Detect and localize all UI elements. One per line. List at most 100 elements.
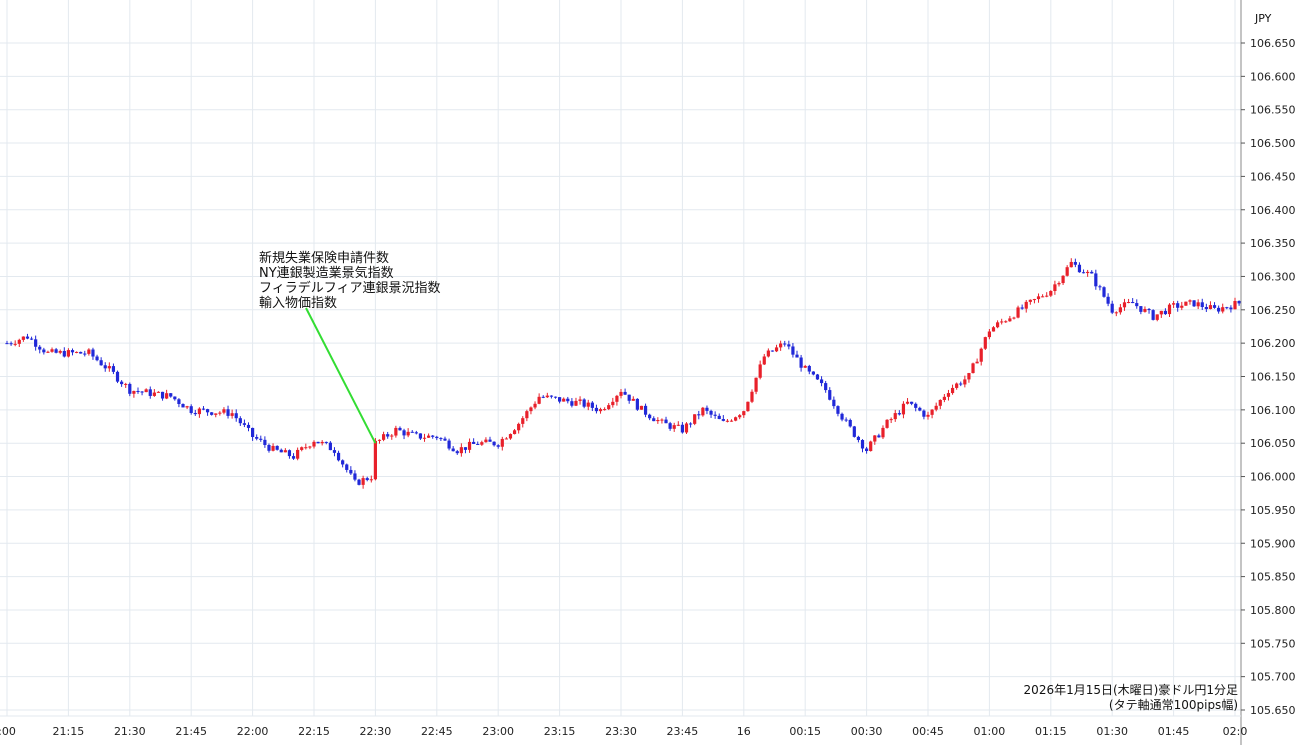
candle-body [394, 427, 398, 436]
candle-body [1053, 284, 1057, 291]
candle-body [688, 423, 693, 425]
candle [1061, 275, 1065, 285]
candle [688, 422, 693, 428]
candle-body [476, 443, 480, 445]
candle-body [115, 371, 120, 382]
candle [578, 396, 582, 405]
candle-body [828, 390, 832, 400]
candle [545, 392, 549, 399]
candle-body [603, 409, 607, 411]
candle-body [1172, 303, 1176, 305]
x-tick-label: 00:15 [789, 725, 821, 738]
candle [721, 415, 725, 422]
candle [934, 402, 938, 412]
candle [300, 446, 304, 452]
candle-body [1192, 300, 1196, 307]
candle [251, 427, 255, 441]
candle-body [410, 431, 414, 433]
candle-body [328, 442, 332, 451]
candle-body [144, 389, 148, 393]
candle-body [738, 415, 742, 418]
candle [120, 380, 124, 387]
candle-body [533, 403, 537, 408]
candle-body [308, 446, 312, 448]
candle [431, 434, 435, 439]
candle-body [799, 357, 803, 368]
candle-body [873, 435, 877, 442]
candle [140, 391, 144, 396]
annotation: 新規失業保険申請件数 NY連銀製造業景気指数フィラデルフィア連銀景況指数輸入物価指… [259, 250, 440, 444]
candle-body [296, 449, 300, 459]
candle [1200, 298, 1204, 310]
candle-body [901, 403, 906, 415]
candle-body [238, 418, 242, 424]
candle-body [791, 346, 795, 355]
candle-body [1012, 317, 1016, 319]
candle [103, 362, 107, 372]
candle [38, 344, 42, 354]
candle-body [439, 438, 443, 440]
candle-body [885, 419, 889, 428]
candle-body [1159, 310, 1163, 315]
candle [1024, 299, 1028, 313]
y-tick-label: 106.150 [1250, 371, 1296, 384]
candle-body [1106, 296, 1110, 304]
candle-body [750, 391, 754, 402]
candle [484, 437, 488, 443]
candle-body [1102, 287, 1106, 297]
candle-body [1217, 307, 1221, 312]
candle [287, 449, 292, 459]
candle-body [181, 404, 185, 408]
candle-body [205, 409, 210, 413]
candle [341, 459, 345, 468]
candle [807, 364, 811, 375]
candle [70, 348, 75, 356]
candle-body [111, 366, 116, 372]
y-tick-label: 106.500 [1250, 137, 1296, 150]
candle [42, 347, 46, 355]
y-tick-labels: 106.650 106.600 106.550 106.500 106.450 106.4… [1241, 37, 1296, 717]
candle-body [914, 403, 918, 408]
candle [1163, 308, 1168, 315]
candle [1196, 299, 1200, 310]
candle [1208, 301, 1213, 310]
candle [54, 347, 58, 354]
candle-body [619, 391, 623, 396]
candle [1065, 265, 1069, 277]
candle-body [779, 343, 783, 348]
candle [349, 466, 353, 475]
candle [537, 393, 541, 405]
candle [717, 413, 721, 420]
candle [848, 418, 852, 428]
candle-body [386, 434, 390, 437]
candle-body [1131, 302, 1135, 304]
candle [611, 397, 615, 408]
candle-body [1090, 271, 1094, 274]
candle-body [766, 350, 770, 357]
candle-body [1200, 302, 1204, 307]
candle-body [422, 437, 427, 439]
candle [283, 448, 287, 453]
candle [320, 440, 324, 446]
annotation-pointer-line [305, 307, 377, 444]
candle [291, 453, 296, 460]
candle [1069, 258, 1073, 268]
candle-body [840, 413, 844, 420]
candle [1086, 269, 1090, 277]
candle-body [734, 417, 738, 421]
candle [815, 373, 820, 380]
candle-body [1163, 310, 1168, 315]
candle [819, 376, 824, 387]
candle [210, 412, 214, 416]
candle-body [1229, 307, 1233, 310]
candle [1090, 270, 1094, 274]
candle [738, 414, 742, 420]
candle-body [701, 407, 705, 416]
candle-body [549, 395, 554, 397]
candle-body [652, 418, 656, 422]
candle [1028, 299, 1032, 305]
candle-body [832, 399, 836, 407]
candle [17, 338, 21, 347]
annotation-text: 新規失業保険申請件数 NY連銀製造業景気指数フィラデルフィア連銀景況指数輸入物価指… [259, 250, 440, 311]
